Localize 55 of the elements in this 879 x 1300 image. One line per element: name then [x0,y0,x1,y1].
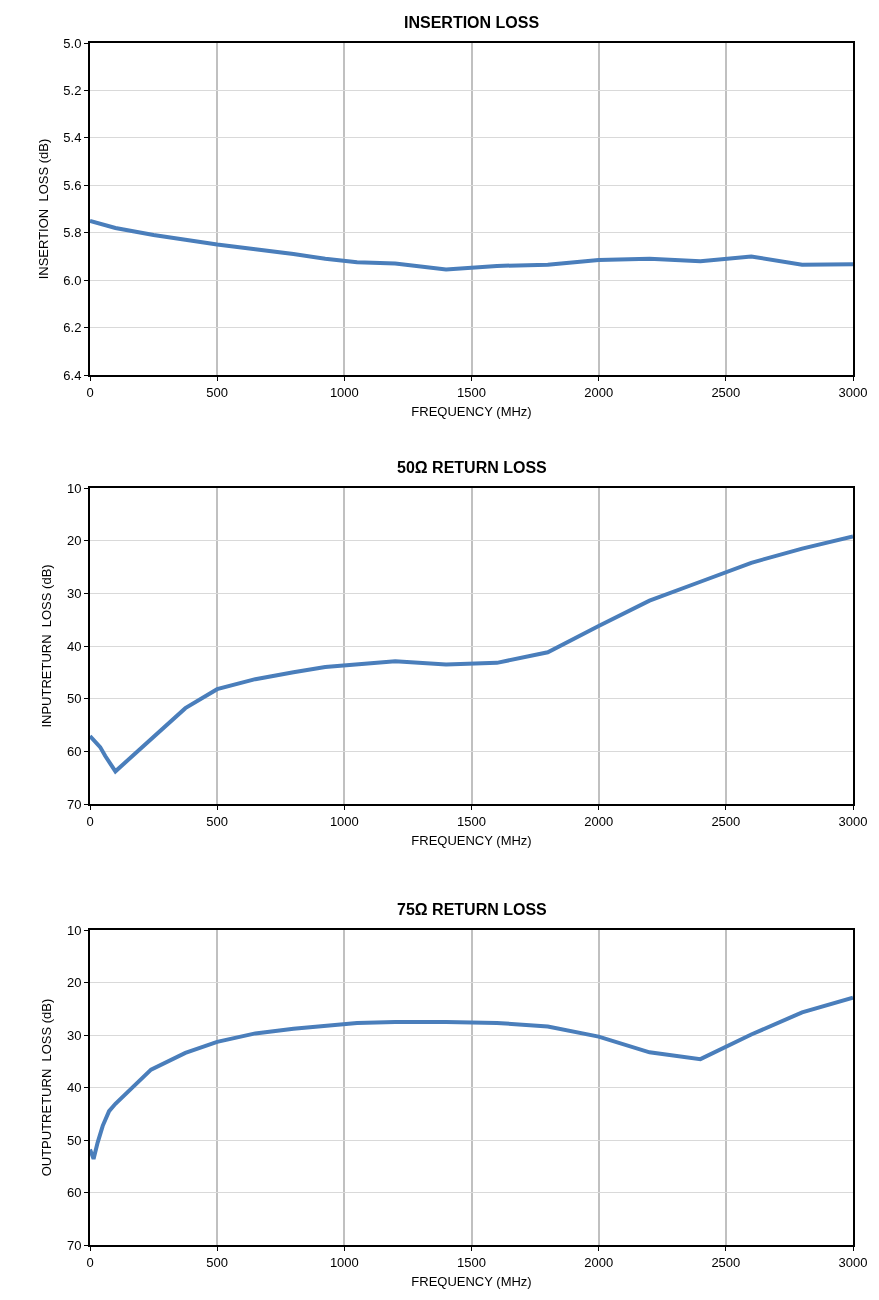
y-tick-label: 60 [66,743,82,759]
x-tick-label: 3000 [838,1254,868,1270]
line-series [90,218,853,272]
x-tick-label: 2000 [584,1254,614,1270]
x-tick-label: 1000 [329,384,359,400]
y-axis-title: INSERTION LOSS (dB) [35,138,51,280]
y-tick-label: 50 [66,1132,82,1148]
y-tick-label: 6.0 [63,272,82,288]
y-tick-label: 20 [66,975,82,991]
x-tick-label: 1500 [457,1254,486,1270]
x-tick-label: 3000 [838,813,868,829]
y-tick-label: 40 [66,1080,82,1096]
y-tick-label: 5.4 [63,130,82,146]
x-tick-label: 500 [206,1254,229,1270]
y-tick-label: 50 [66,691,82,707]
y-tick-label: 30 [66,1027,82,1043]
x-tick-label: 2500 [711,813,741,829]
x-tick-label: 0 [86,384,94,400]
y-tick-label: 20 [66,533,82,549]
x-tick-label: 500 [206,384,229,400]
x-tick-label: 2000 [584,813,614,829]
x-tick-label: 2000 [584,384,614,400]
y-tick-label: 70 [66,796,82,812]
y-axis-title: OUTPUTRETURN LOSS (dB) [39,998,55,1177]
line-series [90,995,853,1161]
y-tick-label: 6.4 [63,367,82,383]
x-tick-label: 500 [206,813,229,829]
x-tick-label: 1000 [329,813,359,829]
y-tick-label: 10 [66,480,82,496]
chart-title: 50Ω RETURN LOSS [397,459,548,476]
y-tick-label: 40 [66,638,82,654]
x-tick-label: 3000 [838,384,868,400]
y-tick-label: 10 [66,922,82,938]
y-tick-label: 6.2 [63,320,82,336]
y-tick-label: 30 [66,585,82,601]
line-series [90,534,853,774]
y-axis-title: INPUTRETURN LOSS (dB) [39,564,55,728]
y-tick-label: 5.8 [63,225,82,241]
y-tick-label: 5.6 [63,177,82,193]
y-tick-label: 70 [66,1237,82,1253]
y-tick-label: 60 [66,1185,82,1201]
x-tick-label: 2500 [711,1254,741,1270]
x-tick-label: 0 [86,813,94,829]
x-tick-label: 1000 [329,1254,359,1270]
x-tick-label: 2500 [711,384,741,400]
x-axis-title: FREQUENCY (MHz) [411,1273,532,1289]
x-axis-title: FREQUENCY (MHz) [411,403,532,419]
chart-title: 75Ω RETURN LOSS [397,901,548,918]
chart-title: INSERTION LOSS [404,14,540,31]
y-tick-label: 5.2 [63,82,82,98]
x-tick-label: 1500 [457,813,486,829]
y-tick-label: 5.0 [63,35,82,51]
x-tick-label: 1500 [457,384,486,400]
x-tick-label: 0 [86,1254,94,1270]
x-axis-title: FREQUENCY (MHz) [411,832,532,848]
